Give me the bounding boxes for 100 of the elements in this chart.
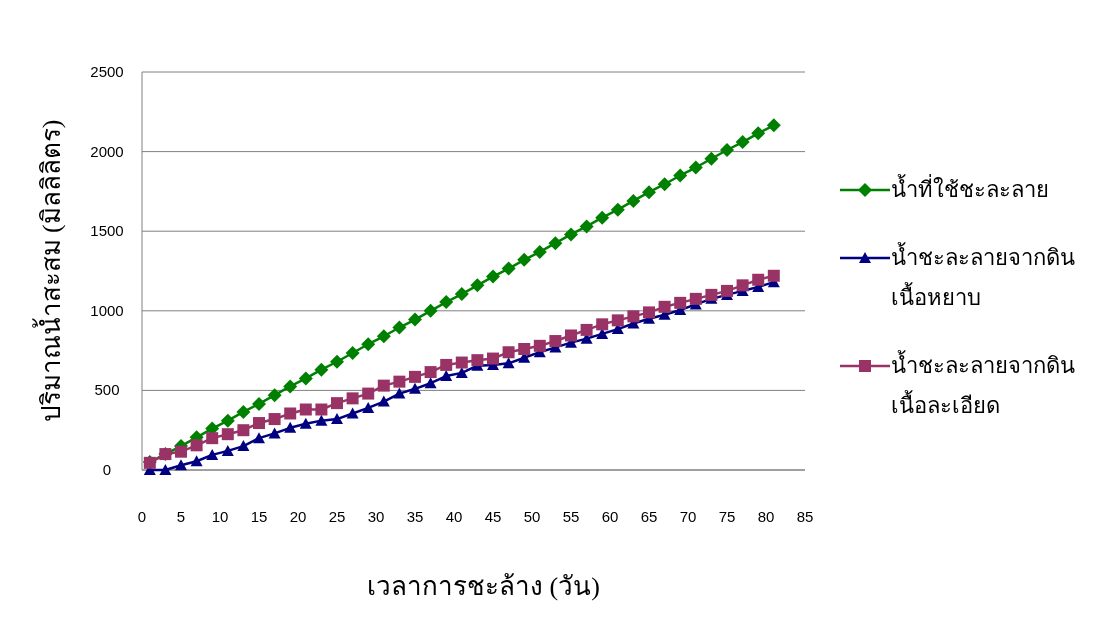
x-tick-label: 5 xyxy=(176,508,186,525)
x-axis-title: เวลาการชะล้าง (วัน) xyxy=(367,572,600,601)
point xyxy=(331,413,343,425)
point xyxy=(501,261,516,276)
point xyxy=(704,151,719,166)
point xyxy=(627,310,640,323)
point xyxy=(298,371,313,386)
point xyxy=(284,421,297,433)
point xyxy=(766,118,781,133)
point xyxy=(487,352,499,365)
point xyxy=(315,403,328,416)
point xyxy=(206,432,219,445)
point xyxy=(283,379,298,394)
x-tick-label: 60 xyxy=(601,508,619,525)
point xyxy=(689,292,702,305)
point xyxy=(502,357,515,369)
point xyxy=(532,244,547,259)
legend-label: น้ำชะละลายจากดินเนื้อละเอียด xyxy=(890,349,1076,420)
x-tick-label: 45 xyxy=(484,508,502,525)
point xyxy=(299,417,312,429)
point xyxy=(565,329,577,342)
point xyxy=(643,306,655,319)
point xyxy=(548,236,563,251)
point xyxy=(486,269,500,284)
x-tick-label: 70 xyxy=(679,508,697,525)
x-tick-label: 15 xyxy=(250,508,268,525)
point xyxy=(377,379,390,392)
point xyxy=(767,269,780,282)
x-tick-label: 85 xyxy=(796,508,814,525)
legend-label: น้ำที่ใช้ชะละลาย xyxy=(890,173,1050,204)
point xyxy=(314,362,329,377)
point xyxy=(626,193,641,208)
point xyxy=(175,445,187,458)
x-tick-label: 25 xyxy=(328,508,346,525)
point xyxy=(471,354,484,367)
y-axis-title: ปริมาณน้ำสะสม (มิลลิลิตร) xyxy=(32,119,66,423)
point xyxy=(455,356,468,369)
point xyxy=(175,459,187,471)
x-tick-label: 35 xyxy=(406,508,424,525)
point xyxy=(409,370,421,383)
point xyxy=(346,407,359,419)
point xyxy=(221,428,234,441)
legend-label: น้ำชะละลายจากดินเนื้อหยาบ xyxy=(890,241,1076,312)
point xyxy=(611,314,624,327)
point xyxy=(159,464,172,475)
point xyxy=(502,346,515,359)
y-tick-label: 1500 xyxy=(90,222,124,240)
y-tick-label: 0 xyxy=(102,461,112,478)
point xyxy=(423,303,438,318)
point xyxy=(315,414,328,426)
point xyxy=(190,439,203,452)
point xyxy=(206,448,219,460)
point xyxy=(579,219,594,234)
point xyxy=(673,168,688,183)
point xyxy=(688,160,703,175)
point xyxy=(392,320,407,335)
x-tick-label: 80 xyxy=(757,508,775,525)
point xyxy=(377,395,390,407)
point xyxy=(330,354,344,369)
point xyxy=(346,392,359,405)
point xyxy=(424,377,437,389)
x-tick-label: 0 xyxy=(137,508,147,525)
point xyxy=(284,407,297,420)
x-tick-label: 50 xyxy=(523,508,541,525)
point xyxy=(237,424,250,437)
point xyxy=(268,427,281,439)
y-tick-label: 2500 xyxy=(90,63,124,80)
point xyxy=(705,288,718,301)
point xyxy=(267,388,282,403)
y-tick-label: 500 xyxy=(94,381,120,399)
point xyxy=(253,417,265,430)
x-tick-label: 10 xyxy=(211,508,229,525)
point xyxy=(751,126,766,141)
point xyxy=(517,252,532,267)
point xyxy=(440,358,453,371)
point xyxy=(549,335,562,348)
point xyxy=(268,413,281,426)
point xyxy=(518,343,531,356)
x-tick-label: 40 xyxy=(445,508,463,525)
point xyxy=(610,202,625,217)
point xyxy=(362,387,375,400)
point xyxy=(220,413,235,428)
point xyxy=(252,396,266,411)
point xyxy=(376,329,391,344)
point xyxy=(424,366,437,379)
point xyxy=(720,143,734,158)
point xyxy=(299,403,312,416)
point xyxy=(564,227,578,242)
point xyxy=(721,284,733,297)
point xyxy=(736,279,749,292)
point xyxy=(657,177,672,192)
point xyxy=(595,210,610,225)
point xyxy=(580,323,593,336)
point xyxy=(393,375,406,388)
point xyxy=(752,273,765,286)
x-tick-label: 55 xyxy=(562,508,580,525)
point xyxy=(190,455,203,467)
point xyxy=(735,135,750,150)
point xyxy=(361,337,376,352)
point xyxy=(409,382,421,394)
